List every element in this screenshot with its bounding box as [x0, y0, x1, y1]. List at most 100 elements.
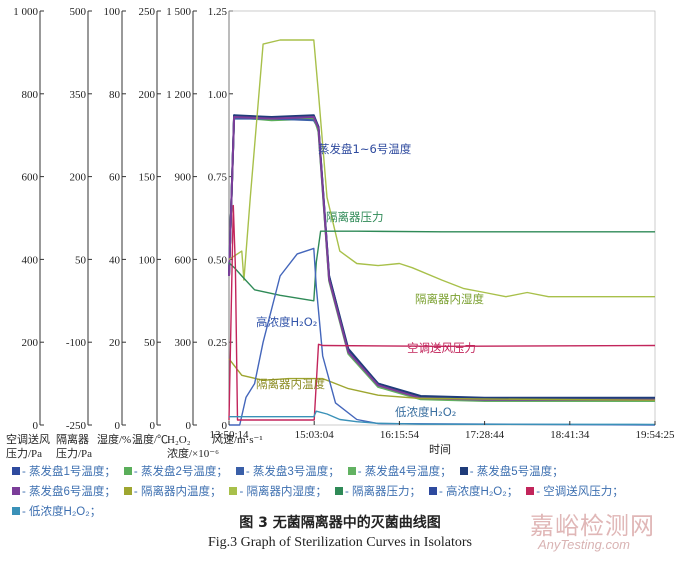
y-axis-title-air-pressure: 空调送风: [6, 432, 50, 446]
legend-label: - 隔离器内温度；: [133, 486, 222, 498]
legend-swatch: [459, 467, 468, 475]
y-axis-title-h2o2: H₂O₂: [167, 434, 191, 446]
legend-swatch: [229, 487, 238, 495]
legend-swatch: [526, 487, 535, 495]
legend-label: - 蒸发盘2号温度；: [133, 466, 228, 478]
legend-label: - 蒸发盘3号温度；: [245, 466, 340, 478]
legend-swatch: [334, 487, 343, 495]
legend-swatch: [429, 487, 438, 495]
caption-english: Fig.3 Graph of Sterilization Curves in I…: [207, 535, 473, 550]
chart-legend: - 蒸发盘1号温度； - 蒸发盘2号温度； - 蒸发盘3号温度； - 蒸发盘4号温度；…: [12, 462, 672, 522]
y-axis-title-isolator-pressure: 隔离器: [56, 432, 89, 446]
legend-item: - 蒸发盘2号温度；: [123, 462, 228, 482]
x-tick-label: 15:03:04: [295, 429, 335, 441]
series-line-2: [228, 116, 655, 401]
y-tick-label-temperature: 100: [139, 254, 156, 266]
y-tick-label-isolator-pressure: 200: [70, 172, 87, 184]
y-tick-label-temperature: 150: [139, 172, 156, 184]
series-annotation: 隔离器压力: [326, 210, 384, 224]
y-axes-group: 1 0008006004002000空调送风压力/Pa50035020050-1…: [6, 6, 263, 460]
y-tick-label-isolator-pressure: 350: [70, 89, 87, 101]
legend-label: - 蒸发盘1号温度；: [22, 466, 116, 478]
legend-item: - 蒸发盘5号温度；: [459, 462, 564, 482]
y-tick-label-isolator-pressure: 500: [70, 6, 87, 18]
legend-item: - 高浓度H₂O₂；: [429, 482, 518, 502]
legend-item: - 隔离器压力；: [334, 482, 422, 502]
y-tick-label-temperature: 250: [139, 6, 156, 18]
plot-frame: [228, 10, 656, 426]
watermark-logo-text: 嘉峪检测网: [530, 512, 655, 540]
series-line-5: [228, 114, 655, 399]
y-tick-label-humidity: 100: [104, 6, 121, 18]
legend-label: - 蒸发盘5号温度；: [469, 466, 564, 478]
y-tick-label-humidity: 80: [109, 89, 121, 101]
plot-area: [228, 10, 656, 426]
series-group: [228, 39, 656, 426]
y-tick-label-isolator-pressure: -250: [66, 420, 87, 432]
series-annotation: 蒸发盘1~6号温度: [318, 142, 412, 156]
y-tick-label-humidity: 40: [109, 254, 121, 266]
y-tick-label-h2o2: 600: [175, 254, 192, 266]
legend-item: - 低浓度H₂O₂；: [12, 502, 101, 522]
y-tick-label-air-pressure: 1 000: [13, 6, 38, 18]
y-tick-label-air-pressure: 400: [22, 254, 39, 266]
series-line-12: [229, 410, 656, 426]
legend-label: - 高浓度H₂O₂；: [439, 486, 519, 498]
legend-item: - 蒸发盘3号温度；: [235, 462, 340, 482]
series-annotation: 隔离器内温度: [256, 377, 325, 391]
y-tick-label-h2o2: 0: [186, 420, 192, 432]
y-tick-label-isolator-pressure: -100: [66, 337, 87, 349]
legend-item: - 隔离器内湿度；: [229, 482, 327, 502]
y-tick-label-air-pressure: 200: [22, 337, 39, 349]
legend-swatch: [347, 467, 356, 475]
y-axis-title-air-pressure: 压力/Pa: [6, 447, 42, 460]
legend-swatch: [123, 487, 132, 495]
y-axis-title-wind-speed: 风速/m·s⁻¹: [212, 433, 263, 446]
series-annotation: 低浓度H₂O₂: [395, 405, 456, 419]
legend-label: - 隔离器压力；: [344, 486, 422, 498]
y-tick-label-temperature: 50: [144, 337, 156, 349]
y-tick-label-h2o2: 1 200: [166, 89, 191, 101]
y-tick-label-humidity: 0: [115, 420, 121, 432]
y-axis-title-temperature: 温度/℃: [132, 432, 168, 446]
series-annotation: 空调送风压力: [407, 341, 476, 355]
y-tick-label-humidity: 60: [109, 172, 121, 184]
y-tick-label-air-pressure: 0: [33, 420, 39, 432]
y-tick-label-air-pressure: 800: [22, 89, 39, 101]
legend-label: - 空调送风压力；: [536, 486, 624, 498]
y-tick-label-wind-speed: 0.25: [208, 337, 228, 349]
x-tick-label: 19:54:25: [635, 429, 675, 441]
legend-swatch: [123, 467, 132, 475]
x-tick-label: 18:41:34: [550, 429, 590, 441]
y-tick-label-h2o2: 900: [175, 172, 192, 184]
legend-item: - 蒸发盘6号温度；: [12, 482, 116, 502]
y-tick-label-air-pressure: 600: [22, 172, 39, 184]
sterilization-chart: 1 0008006004002000空调送风压力/Pa50035020050-1…: [6, 6, 675, 460]
legend-swatch: [12, 487, 20, 495]
x-axis-group: 13:50:14 15:03:04 16:15:54 17:28:44 18:41:34…: [209, 421, 675, 456]
legend-swatch: [235, 467, 244, 475]
series-annotation: 高浓度H₂O₂: [256, 315, 317, 329]
x-tick-label: 16:15:54: [380, 429, 420, 441]
legend-item: - 空调送风压力；: [526, 482, 624, 502]
legend-item: - 蒸发盘4号温度；: [347, 462, 452, 482]
y-tick-label-isolator-pressure: 50: [75, 254, 87, 266]
y-tick-label-temperature: 200: [139, 89, 156, 101]
legend-swatch: [12, 467, 20, 475]
y-tick-label-h2o2: 1 500: [166, 6, 191, 18]
y-tick-label-wind-speed: 1.00: [208, 89, 228, 101]
y-axis-title-isolator-pressure: 压力/Pa: [56, 447, 92, 460]
y-tick-label-wind-speed: 0: [222, 420, 228, 432]
y-axis-title-humidity: 湿度/%: [97, 432, 131, 446]
series-annotation: 隔离器内湿度: [415, 292, 484, 306]
x-axis-title: 时间: [429, 443, 451, 456]
series-line-7: [228, 358, 656, 401]
series-line-9: [228, 230, 655, 302]
y-tick-label-temperature: 0: [150, 420, 156, 432]
series-line-8: [228, 39, 655, 298]
y-tick-label-wind-speed: 0.75: [208, 172, 228, 184]
watermark-url: AnyTesting.com: [538, 537, 631, 552]
x-tick-label: 17:28:44: [465, 429, 505, 441]
legend-label: - 蒸发盘6号温度；: [22, 486, 116, 498]
y-tick-label-wind-speed: 1.25: [208, 6, 228, 18]
